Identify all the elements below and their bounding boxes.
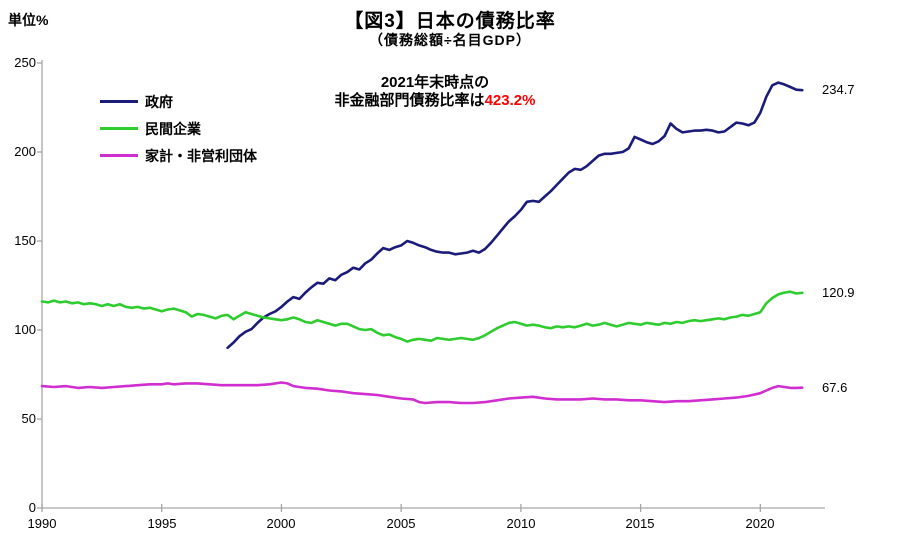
x-tick-1995: 1995 — [147, 516, 177, 531]
series-line-0 — [226, 81, 804, 350]
y-tick-100: 100 — [14, 322, 36, 337]
legend: 政府 民間企業 家計・非営利団体 — [100, 88, 257, 169]
legend-swatch-corporate — [100, 127, 138, 130]
legend-swatch-government — [100, 100, 138, 103]
legend-label-corporate: 民間企業 — [145, 120, 201, 137]
annotation: 2021年末時点の 非金融部門債務比率は423.2% — [285, 74, 585, 110]
y-tick-50: 50 — [21, 411, 36, 426]
end-label-corporate: 120.9 — [822, 285, 855, 300]
x-tick-2010: 2010 — [506, 516, 536, 531]
x-tick-2020: 2020 — [745, 516, 775, 531]
legend-item-household: 家計・非営利団体 — [100, 142, 257, 169]
legend-swatch-household — [100, 154, 138, 157]
series-line-2 — [40, 381, 804, 405]
x-tick-2000: 2000 — [266, 516, 296, 531]
y-axis-unit-label: 単位% — [8, 12, 49, 28]
series-line-1 — [40, 290, 804, 343]
x-tick-2015: 2015 — [625, 516, 655, 531]
x-tick-1990: 1990 — [27, 516, 57, 531]
y-tick-0: 0 — [28, 500, 36, 515]
end-label-government: 234.7 — [822, 82, 855, 97]
end-label-household: 67.6 — [822, 380, 848, 395]
chart-title: 【図3】日本の債務比率 — [344, 11, 556, 32]
annotation-line2-prefix: 非金融部門債務比率は — [334, 92, 485, 109]
annotation-value-red: 423.2% — [484, 92, 536, 109]
legend-item-corporate: 民間企業 — [100, 115, 257, 142]
x-tick-2005: 2005 — [386, 516, 416, 531]
annotation-line1: 2021年末時点の — [380, 74, 490, 91]
legend-label-government: 政府 — [145, 93, 173, 110]
legend-item-government: 政府 — [100, 88, 257, 115]
legend-label-household: 家計・非営利団体 — [145, 147, 257, 164]
annotation-line2: 非金融部門債務比率は423.2% — [285, 92, 585, 110]
y-tick-200: 200 — [14, 144, 36, 159]
y-tick-250: 250 — [14, 55, 36, 70]
y-tick-150: 150 — [14, 233, 36, 248]
chart-subtitle: （債務総額÷名目GDP） — [368, 32, 532, 48]
